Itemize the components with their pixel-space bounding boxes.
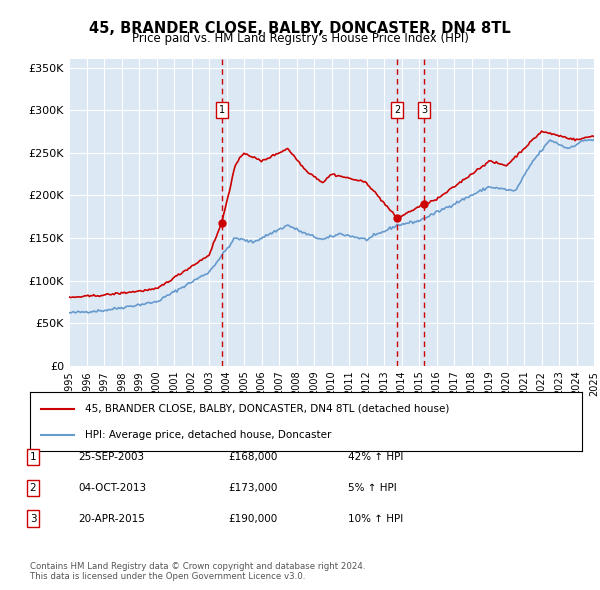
- Text: 45, BRANDER CLOSE, BALBY, DONCASTER, DN4 8TL: 45, BRANDER CLOSE, BALBY, DONCASTER, DN4…: [89, 21, 511, 35]
- Text: HPI: Average price, detached house, Doncaster: HPI: Average price, detached house, Donc…: [85, 430, 332, 440]
- Text: 10% ↑ HPI: 10% ↑ HPI: [348, 514, 403, 523]
- Text: £190,000: £190,000: [228, 514, 277, 523]
- Text: 45, BRANDER CLOSE, BALBY, DONCASTER, DN4 8TL (detached house): 45, BRANDER CLOSE, BALBY, DONCASTER, DN4…: [85, 404, 449, 414]
- Text: 3: 3: [421, 104, 427, 114]
- Text: 04-OCT-2013: 04-OCT-2013: [78, 483, 146, 493]
- Text: 42% ↑ HPI: 42% ↑ HPI: [348, 453, 403, 462]
- Text: 1: 1: [219, 104, 225, 114]
- Text: 20-APR-2015: 20-APR-2015: [78, 514, 145, 523]
- Text: 2: 2: [394, 104, 400, 114]
- Text: Contains HM Land Registry data © Crown copyright and database right 2024.
This d: Contains HM Land Registry data © Crown c…: [30, 562, 365, 581]
- Text: 25-SEP-2003: 25-SEP-2003: [78, 453, 144, 462]
- Text: 1: 1: [29, 453, 37, 462]
- Text: 3: 3: [29, 514, 37, 523]
- Text: 2: 2: [29, 483, 37, 493]
- Text: 5% ↑ HPI: 5% ↑ HPI: [348, 483, 397, 493]
- Text: £168,000: £168,000: [228, 453, 277, 462]
- Text: £173,000: £173,000: [228, 483, 277, 493]
- Text: Price paid vs. HM Land Registry's House Price Index (HPI): Price paid vs. HM Land Registry's House …: [131, 32, 469, 45]
